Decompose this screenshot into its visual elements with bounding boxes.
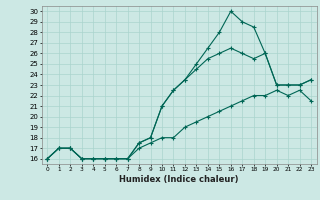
X-axis label: Humidex (Indice chaleur): Humidex (Indice chaleur) [119, 175, 239, 184]
